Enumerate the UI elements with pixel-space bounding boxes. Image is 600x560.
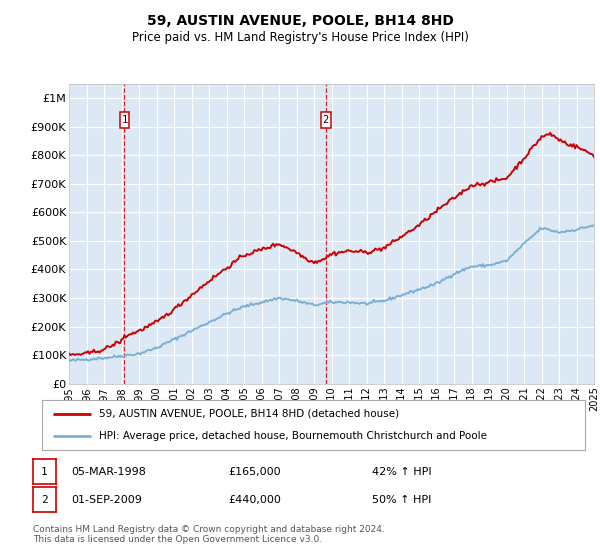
- Text: 59, AUSTIN AVENUE, POOLE, BH14 8HD: 59, AUSTIN AVENUE, POOLE, BH14 8HD: [146, 14, 454, 28]
- Text: 01-SEP-2009: 01-SEP-2009: [71, 494, 142, 505]
- Text: 42% ↑ HPI: 42% ↑ HPI: [372, 466, 431, 477]
- Text: 59, AUSTIN AVENUE, POOLE, BH14 8HD (detached house): 59, AUSTIN AVENUE, POOLE, BH14 8HD (deta…: [99, 409, 399, 419]
- Text: 1: 1: [121, 115, 128, 125]
- FancyBboxPatch shape: [321, 112, 331, 128]
- Text: 2: 2: [41, 494, 48, 505]
- Text: £165,000: £165,000: [228, 466, 281, 477]
- Text: 1: 1: [41, 466, 48, 477]
- Text: HPI: Average price, detached house, Bournemouth Christchurch and Poole: HPI: Average price, detached house, Bour…: [99, 431, 487, 441]
- Text: £440,000: £440,000: [228, 494, 281, 505]
- Text: Contains HM Land Registry data © Crown copyright and database right 2024.
This d: Contains HM Land Registry data © Crown c…: [33, 525, 385, 544]
- Text: 50% ↑ HPI: 50% ↑ HPI: [372, 494, 431, 505]
- Text: 2: 2: [323, 115, 329, 125]
- Text: Price paid vs. HM Land Registry's House Price Index (HPI): Price paid vs. HM Land Registry's House …: [131, 31, 469, 44]
- FancyBboxPatch shape: [119, 112, 129, 128]
- Text: 05-MAR-1998: 05-MAR-1998: [71, 466, 146, 477]
